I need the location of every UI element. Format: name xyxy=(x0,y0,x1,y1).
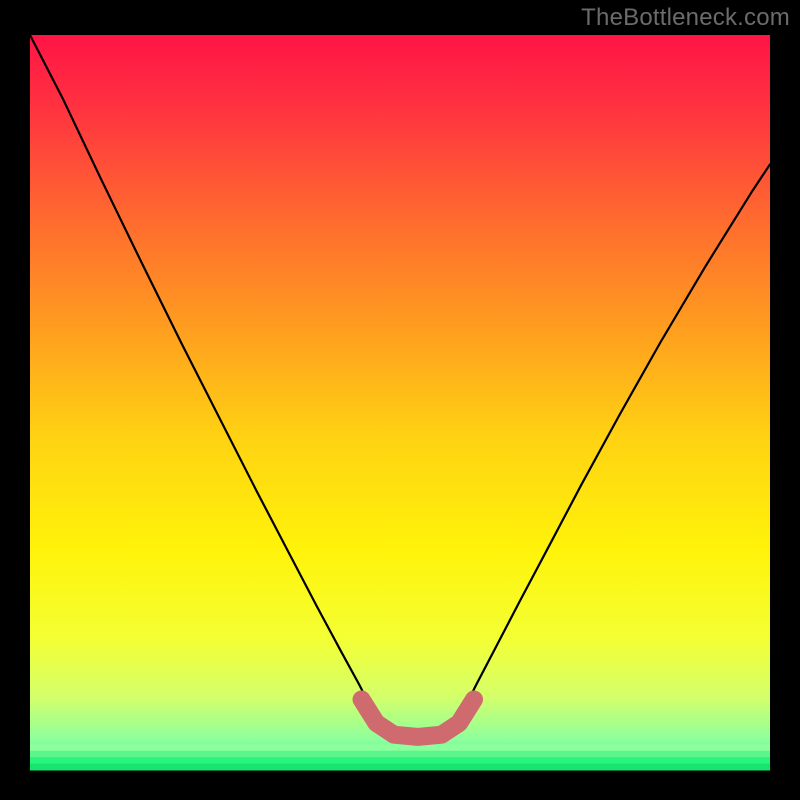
green-band-strip xyxy=(30,764,770,771)
green-band-strip xyxy=(30,757,770,764)
bottleneck-chart xyxy=(0,0,800,800)
green-band-strip xyxy=(30,751,770,758)
green-band-strip xyxy=(30,744,770,751)
plot-area xyxy=(30,35,770,770)
watermark-text: TheBottleneck.com xyxy=(581,4,790,32)
